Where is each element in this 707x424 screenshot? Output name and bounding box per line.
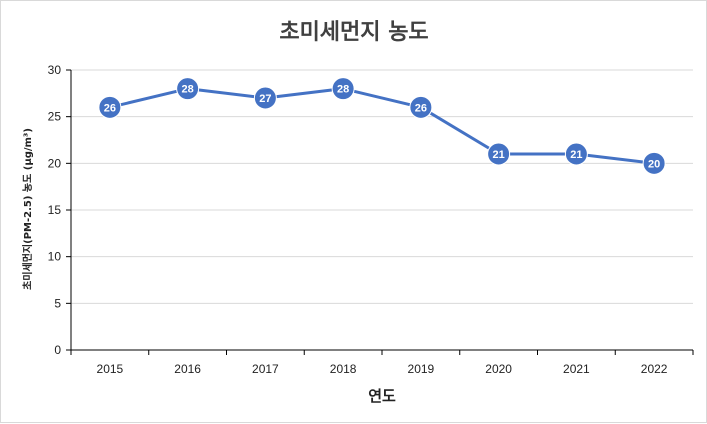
data-point [253,86,277,110]
x-tick-label: 2022 [641,362,668,376]
x-axis-ticks: 2015 2016 2017 2018 2019 2020 2021 2022 [70,350,694,376]
y-tick-label: 5 [54,296,61,310]
x-tick-label: 2019 [408,362,435,376]
data-point [564,142,588,166]
y-tick-label: 20 [48,156,62,170]
y-tick-label: 15 [48,203,62,217]
data-point [487,142,511,166]
x-tick-label: 2016 [174,362,201,376]
gridlines [71,69,693,304]
x-tick-label: 2015 [97,362,124,376]
series-group: 26 28 27 28 26 21 21 20 [98,77,666,175]
x-tick-label: 2018 [330,362,357,376]
y-axis-ticks: 0 5 10 15 20 25 30 [48,63,71,357]
y-tick-label: 30 [48,63,62,77]
series-line [109,87,655,165]
x-axis-title: 연도 [368,387,396,405]
y-tick-label: 0 [54,343,61,357]
x-tick-label: 2020 [485,362,512,376]
data-point [176,77,200,101]
data-point [98,95,122,119]
data-label: 20 [648,158,660,170]
x-tick-label: 2021 [563,362,590,376]
data-point [331,77,355,101]
y-axis-title: 초미세먼지(PM-2.5) 농도 (μg/m³) [21,128,34,290]
data-point [409,95,433,119]
chart-title: 초미세먼지 농도 [279,20,428,45]
data-point [642,151,666,175]
y-tick-label: 25 [48,110,62,124]
data-label: 26 [415,102,427,114]
x-tick-label: 2017 [252,362,279,376]
y-tick-label: 10 [48,250,62,264]
data-label: 26 [104,102,116,114]
data-label: 28 [337,84,349,96]
data-label: 28 [182,84,194,96]
data-label: 21 [493,149,505,161]
data-label: 21 [570,149,582,161]
data-label: 27 [259,93,271,105]
